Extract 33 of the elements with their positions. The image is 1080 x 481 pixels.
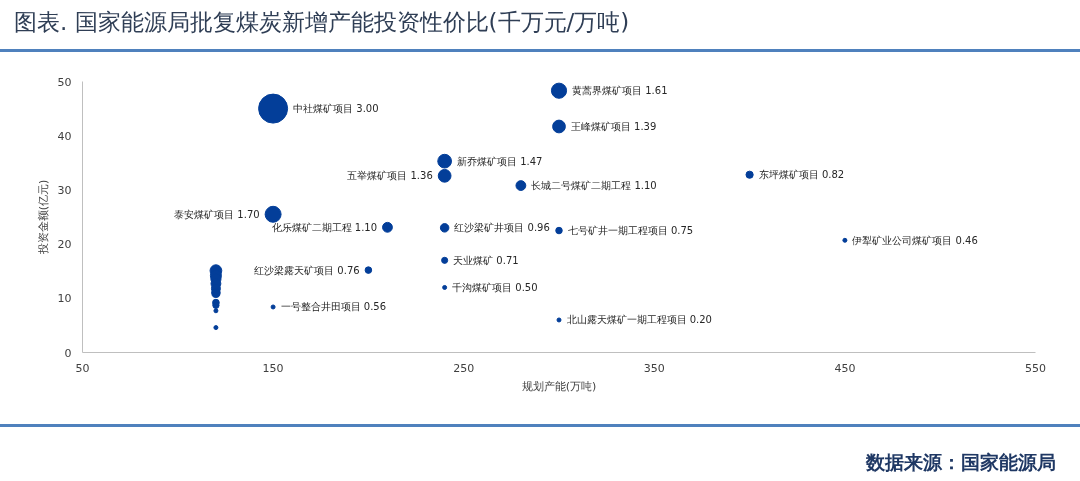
x-tick-label: 550 — [1025, 361, 1046, 375]
annotation: 红沙梁露天矿项目 0.76 — [254, 264, 360, 276]
annotation: 东坪煤矿项目 0.82 — [758, 169, 845, 181]
annotation: 长城二号煤矿二期工程 1.10 — [531, 180, 657, 192]
y-tick-label: 30 — [57, 183, 72, 197]
chart-title: 图表. 国家能源局批复煤炭新增产能投资性价比(千万元/万吨) — [14, 8, 630, 37]
x-tick-label: 50 — [75, 361, 90, 375]
x-tick-label: 250 — [453, 361, 475, 375]
y-tick-label: 50 — [57, 75, 72, 89]
annotation: 新乔煤矿项目 1.47 — [456, 155, 543, 167]
annotation: 王峰煤矿项目 1.39 — [570, 120, 657, 132]
annotation: 中社煤矿项目 3.00 — [293, 103, 379, 115]
y-tick-label: 0 — [64, 346, 72, 360]
y-tick-label: 40 — [57, 129, 72, 143]
annotation: 伊犁矿业公司煤矿项目 0.46 — [852, 234, 978, 246]
x-tick-label: 150 — [262, 361, 284, 375]
y-tick-label: 20 — [57, 238, 72, 252]
x-tick-label: 350 — [643, 361, 665, 375]
annotation: 化乐煤矿二期工程 1.10 — [271, 221, 378, 233]
annotation: 红沙梁矿井项目 0.96 — [454, 222, 550, 234]
annotation: 泰安煤矿项目 1.70 — [174, 208, 260, 220]
y-axis-title: 投资金额(亿元) — [36, 179, 50, 256]
annotation: 北山露天煤矿一期工程项目 0.20 — [566, 314, 712, 326]
annotation: 天业煤矿 0.71 — [453, 254, 519, 266]
y-tick-label: 10 — [57, 292, 72, 306]
annotation: 七号矿井一期工程项目 0.75 — [567, 225, 694, 237]
x-tick-label: 450 — [834, 361, 856, 375]
annotation: 一号整合井田项目 0.56 — [280, 301, 387, 313]
annotation: 千沟煤矿项目 0.50 — [452, 281, 538, 293]
annotation: 五举煤矿项目 1.36 — [347, 170, 433, 182]
annotation: 黄蒿界煤矿项目 1.61 — [572, 85, 668, 97]
source-note: 数据来源：国家能源局 — [866, 450, 1056, 475]
x-axis-title: 规划产能(万吨) — [521, 379, 597, 393]
